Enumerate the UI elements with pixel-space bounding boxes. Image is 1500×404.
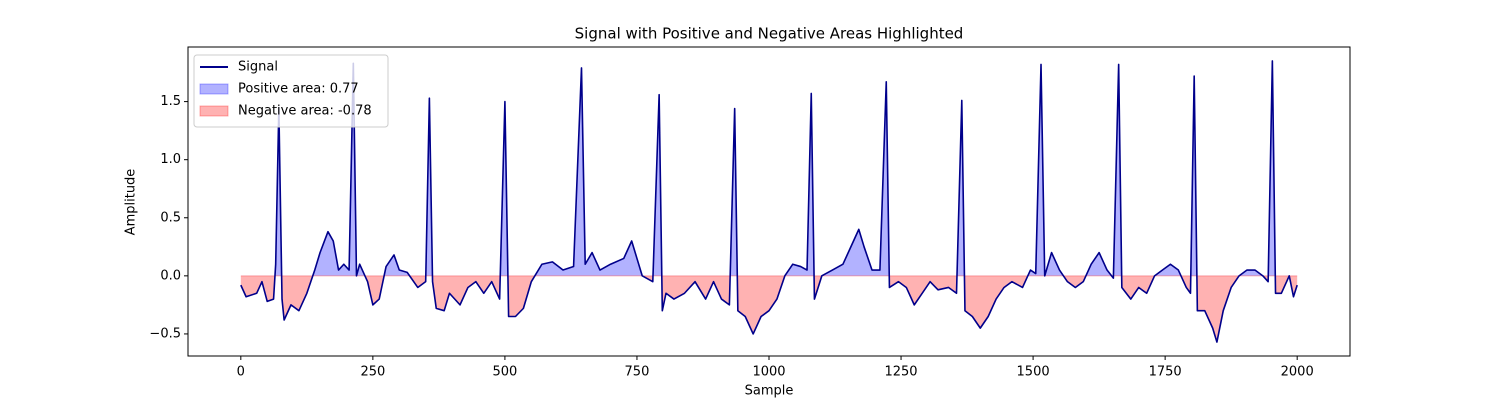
area-fill — [240, 275, 1298, 343]
x-tick-label: 1500 — [1017, 365, 1050, 380]
x-axis-label: Sample — [745, 384, 794, 399]
x-tick-label: 1000 — [752, 365, 785, 380]
chart-title: Signal with Positive and Negative Areas … — [575, 25, 964, 43]
y-tick-label: −0.5 — [149, 326, 181, 341]
x-tick-label: 1250 — [884, 365, 917, 380]
x-tick-label: 0 — [237, 365, 245, 380]
plot-frame — [187, 46, 1351, 357]
x-tick-label: 250 — [360, 365, 385, 380]
y-tick-label: 0.0 — [160, 268, 181, 283]
y-tick-label: 1.5 — [160, 94, 181, 109]
legend-label: Positive area: 0.77 — [238, 82, 359, 97]
x-tick-label: 2000 — [1281, 365, 1314, 380]
legend-box — [193, 54, 389, 128]
x-tick-label: 500 — [492, 365, 517, 380]
legend-label: Signal — [238, 60, 278, 75]
x-tick-label: 750 — [625, 365, 650, 380]
signal-line — [240, 60, 1298, 343]
y-axis-label: Amplitude — [124, 169, 139, 236]
x-tick-label: 1750 — [1149, 365, 1182, 380]
y-tick-label: 0.5 — [160, 210, 181, 225]
legend-swatch — [199, 83, 229, 95]
y-tick-label: 1.0 — [160, 152, 181, 167]
legend-label: Negative area: -0.78 — [238, 104, 372, 119]
legend-swatch — [199, 105, 229, 117]
